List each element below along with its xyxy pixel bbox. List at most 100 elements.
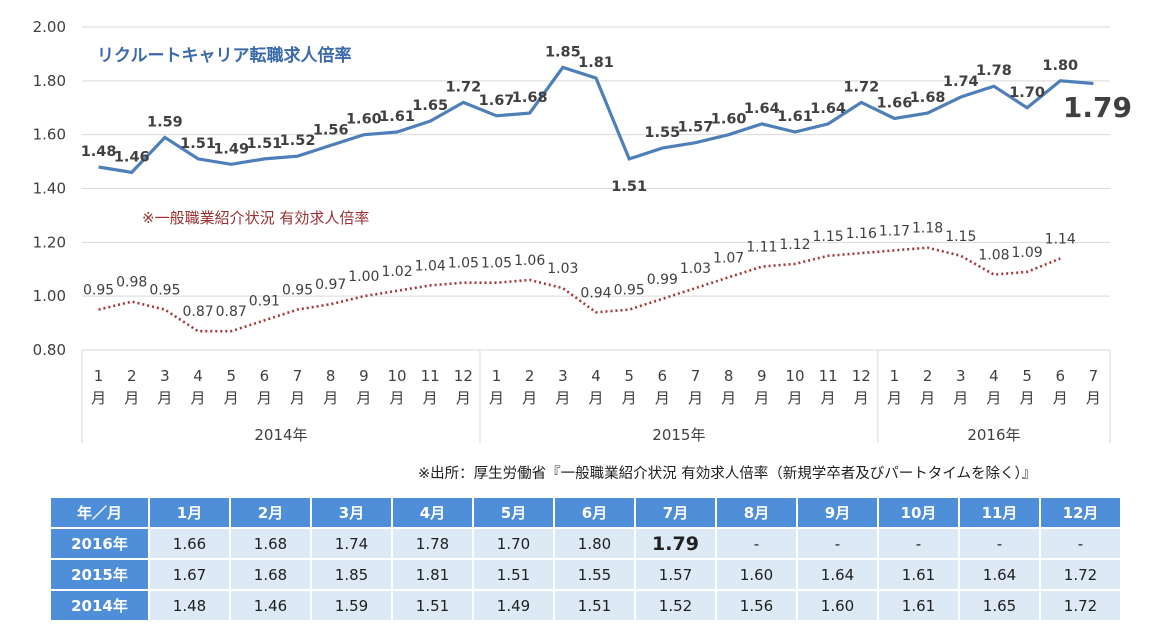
- year-label: 2016年: [967, 426, 1020, 444]
- data-label: 1.16: [846, 226, 877, 242]
- table-cell: 1.57: [636, 560, 715, 589]
- x-tick-unit: 月: [157, 389, 172, 407]
- x-tick-label: 10: [387, 367, 406, 385]
- x-tick-label: 5: [226, 367, 236, 385]
- data-label: 0.98: [116, 275, 147, 291]
- data-label: 1.03: [680, 261, 711, 277]
- data-label: 1.64: [744, 101, 780, 117]
- table-row: 2014年 1.48 1.46 1.59 1.51 1.49 1.51 1.52…: [51, 591, 1120, 620]
- x-tick-label: 9: [359, 367, 369, 385]
- table-cell: 1.55: [555, 560, 634, 589]
- data-label: 1.70: [1009, 85, 1045, 101]
- series-line-recruit: [98, 65, 1094, 175]
- table-cell: 1.67: [150, 560, 229, 589]
- data-label: 1.03: [547, 261, 578, 277]
- x-tick-unit: 月: [655, 389, 670, 407]
- data-label: 1.07: [713, 250, 744, 266]
- data-label: 1.68: [910, 90, 946, 106]
- table-cell: -: [1041, 529, 1120, 558]
- table-cell: 1.72: [1041, 591, 1120, 620]
- data-label: 0.87: [216, 304, 247, 320]
- data-label: 1.60: [711, 112, 747, 128]
- table-cell: 1.78: [393, 529, 472, 558]
- x-tick-unit: 月: [522, 389, 537, 407]
- data-label: 1.52: [280, 133, 316, 149]
- table-cell: 1.68: [231, 560, 310, 589]
- y-tick-label: 0.80: [33, 341, 66, 359]
- x-tick-label: 3: [558, 367, 568, 385]
- table-cell: 1.80: [555, 529, 634, 558]
- x-tick-unit: 月: [688, 389, 703, 407]
- data-label: 1.60: [346, 112, 382, 128]
- data-label: 1.78: [976, 63, 1012, 79]
- data-label: 0.95: [149, 283, 180, 299]
- data-label: 1.00: [348, 269, 379, 285]
- data-label: 1.65: [412, 98, 448, 114]
- data-label: 1.09: [1012, 245, 1043, 261]
- table-cell: 1.49: [474, 591, 553, 620]
- table-cell: 1.59: [312, 591, 391, 620]
- x-tick-unit: 月: [390, 389, 405, 407]
- table-cell-latest: 1.79: [636, 529, 715, 558]
- table-cell: -: [717, 529, 796, 558]
- data-label: 1.08: [978, 248, 1009, 264]
- x-tick-label: 6: [658, 367, 668, 385]
- table-corner-cell: 年／月: [51, 498, 148, 527]
- x-tick-label: 3: [160, 367, 170, 385]
- month-header: 8月: [717, 498, 796, 527]
- month-header: 4月: [393, 498, 472, 527]
- data-label: 1.05: [448, 256, 479, 272]
- month-header: 7月: [636, 498, 715, 527]
- table-cell: 1.65: [960, 591, 1039, 620]
- x-tick-unit: 月: [191, 389, 206, 407]
- table-cell: 1.46: [231, 591, 310, 620]
- x-tick-label: 4: [193, 367, 203, 385]
- data-label: 1.80: [1042, 58, 1078, 74]
- table-cell: 1.72: [1041, 560, 1120, 589]
- x-tick-label: 8: [724, 367, 734, 385]
- table-cell: 1.64: [960, 560, 1039, 589]
- x-tick-unit: 月: [986, 389, 1001, 407]
- data-label: 1.15: [945, 229, 976, 245]
- data-label: 1.81: [578, 55, 614, 71]
- data-label: 0.97: [315, 277, 346, 293]
- x-tick-unit: 月: [622, 389, 637, 407]
- month-header: 12月: [1041, 498, 1120, 527]
- table-cell: 1.61: [879, 591, 958, 620]
- x-tick-unit: 月: [854, 389, 869, 407]
- source-note: ※出所：厚生労働省『一般職業紹介状況 有効求人倍率（新規学卒者及びパートタイムを…: [418, 466, 1037, 482]
- year-label: 2014年: [254, 426, 307, 444]
- x-tick-unit: 月: [456, 389, 471, 407]
- x-tick-unit: 月: [91, 389, 106, 407]
- x-tick-label: 5: [624, 367, 634, 385]
- y-tick-label: 1.00: [33, 287, 66, 305]
- data-label: 1.17: [879, 223, 910, 239]
- x-tick-label: 7: [691, 367, 701, 385]
- table-cell: 1.68: [231, 529, 310, 558]
- table-cell: 1.81: [393, 560, 472, 589]
- x-tick-unit: 月: [920, 389, 935, 407]
- data-label: 1.46: [114, 149, 150, 165]
- table-cell: 1.60: [798, 591, 877, 620]
- line-chart: 2.00 1.80 1.60 1.40 1.20 1.00 0.80 1 月 2 月 3 月 4 月 5 月 6 月…: [33, 18, 1132, 444]
- month-header: 10月: [879, 498, 958, 527]
- data-label: 1.04: [415, 258, 446, 274]
- x-tick-unit: 月: [588, 389, 603, 407]
- x-tick-label: 6: [260, 367, 270, 385]
- x-tick-label: 3: [956, 367, 966, 385]
- y-tick-label: 1.20: [33, 233, 66, 251]
- x-tick-unit: 月: [356, 389, 371, 407]
- data-label: 1.51: [611, 179, 647, 195]
- data-label: 1.59: [147, 114, 183, 130]
- series-line-mhlw: [98, 246, 1061, 333]
- table-row: 2015年 1.67 1.68 1.85 1.81 1.51 1.55 1.57…: [51, 560, 1120, 589]
- table-cell: -: [879, 529, 958, 558]
- table-cell: 1.60: [717, 560, 796, 589]
- table-cell: 1.85: [312, 560, 391, 589]
- x-tick-unit: 月: [887, 389, 902, 407]
- x-tick-unit: 月: [1086, 389, 1101, 407]
- table-cell: 1.56: [717, 591, 796, 620]
- x-tick-unit: 月: [1020, 389, 1035, 407]
- x-tick-label: 2: [525, 367, 535, 385]
- month-header: 3月: [312, 498, 391, 527]
